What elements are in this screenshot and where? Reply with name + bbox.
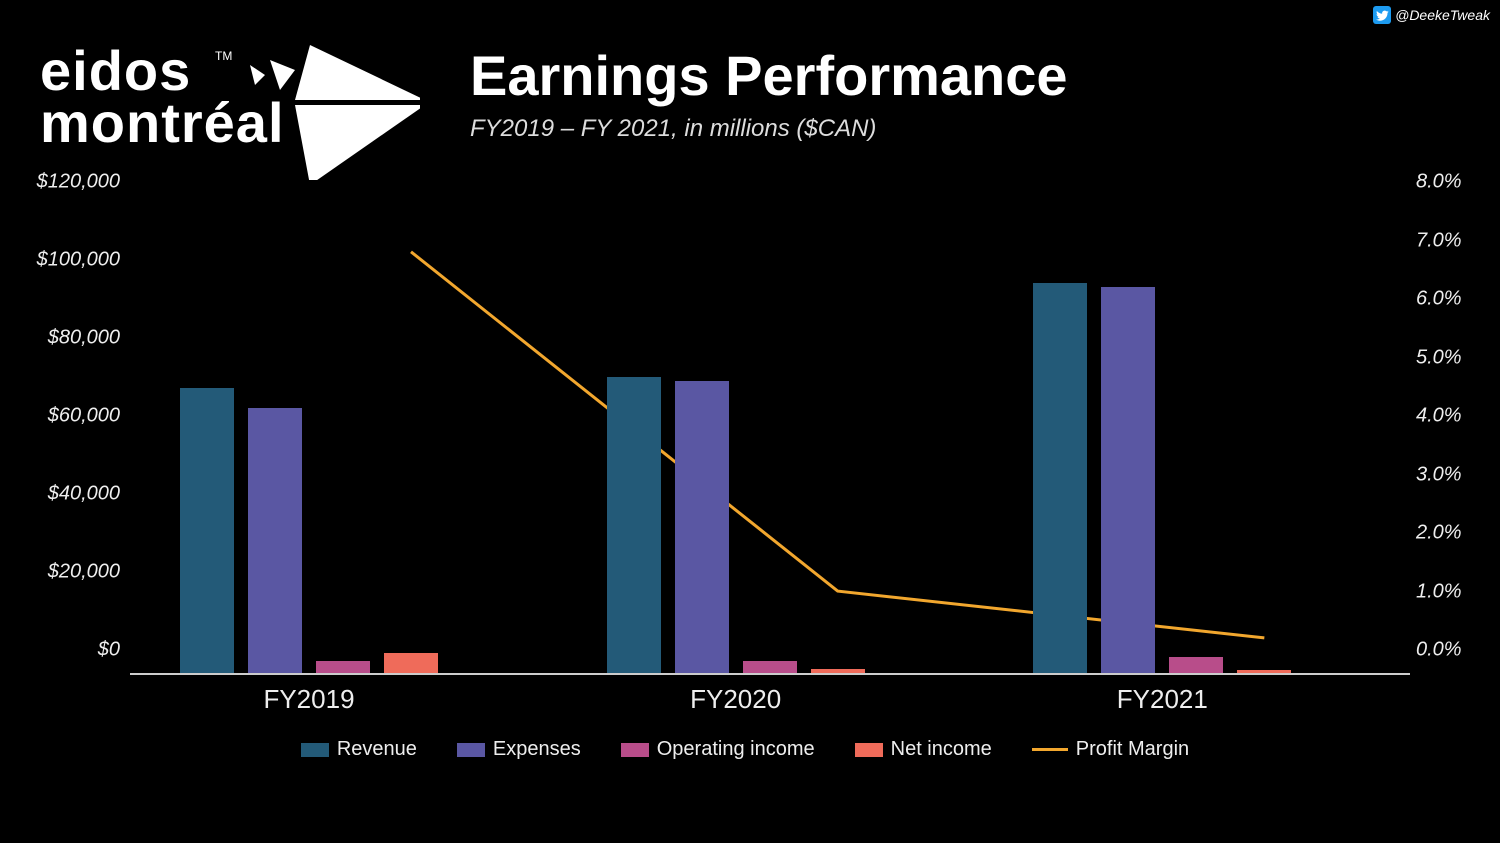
y-tick-right: 4.0% (1416, 405, 1474, 428)
y-tick-right: 7.0% (1416, 229, 1474, 252)
page-subtitle: FY2019 – FY 2021, in millions ($CAN) (470, 115, 1068, 143)
x-category-label: FY2020 (690, 684, 781, 715)
twitter-handle-text: @DeekeTweak (1395, 7, 1490, 23)
plot-area: $0$20,000$40,000$60,000$80,000$100,000$1… (130, 205, 1410, 675)
chart-legend: Revenue Expenses Operating income Net incom… (10, 738, 1480, 761)
bar-revenue (1033, 283, 1087, 673)
twitter-icon (1373, 6, 1391, 24)
bar-net_income (384, 653, 438, 673)
legend-swatch (855, 743, 883, 757)
legend-swatch-line (1032, 748, 1068, 751)
y-tick-right: 3.0% (1416, 463, 1474, 486)
eidos-montreal-logo: eidos montréal TM (40, 30, 420, 180)
bar-revenue (607, 377, 661, 673)
y-tick-left: $40,000 (20, 483, 120, 506)
legend-swatch (301, 743, 329, 757)
bar-expenses (1101, 287, 1155, 673)
legend-swatch (621, 743, 649, 757)
y-tick-right: 2.0% (1416, 522, 1474, 545)
x-category-label: FY2021 (1117, 684, 1208, 715)
y-tick-left: $100,000 (20, 249, 120, 272)
bar-expenses (675, 381, 729, 674)
page-title: Earnings Performance (470, 45, 1068, 107)
legend-label: Profit Margin (1076, 738, 1189, 761)
bar-revenue (180, 388, 234, 673)
legend-item-expenses: Expenses (457, 738, 581, 761)
y-tick-right: 6.0% (1416, 288, 1474, 311)
earnings-chart: $0$20,000$40,000$60,000$80,000$100,000$1… (10, 195, 1480, 765)
y-tick-left: $0 (20, 639, 120, 662)
bar-net_income (1237, 670, 1291, 673)
y-tick-right: 0.0% (1416, 639, 1474, 662)
bar-operating_income (743, 661, 797, 673)
profit-margin-line (130, 205, 1410, 673)
logo-line2: montréal (40, 91, 285, 154)
legend-label: Operating income (657, 738, 815, 761)
y-tick-left: $60,000 (20, 405, 120, 428)
title-block: Earnings Performance FY2019 – FY 2021, i… (470, 45, 1068, 143)
logo-tm: TM (215, 49, 232, 63)
y-tick-left: $20,000 (20, 561, 120, 584)
legend-item-operating_income: Operating income (621, 738, 815, 761)
legend-swatch (457, 743, 485, 757)
legend-label: Revenue (337, 738, 417, 761)
legend-label: Expenses (493, 738, 581, 761)
bar-net_income (811, 669, 865, 673)
legend-item-net_income: Net income (855, 738, 992, 761)
y-tick-left: $120,000 (20, 171, 120, 194)
header: eidos montréal TM Earnings Performance F… (40, 30, 1460, 180)
x-category-label: FY2019 (263, 684, 354, 715)
y-tick-right: 1.0% (1416, 580, 1474, 603)
twitter-handle: @DeekeTweak (1373, 6, 1490, 24)
y-tick-left: $80,000 (20, 327, 120, 350)
legend-item-revenue: Revenue (301, 738, 417, 761)
legend-item-profit_margin: Profit Margin (1032, 738, 1189, 761)
y-tick-right: 5.0% (1416, 346, 1474, 369)
legend-label: Net income (891, 738, 992, 761)
y-tick-right: 8.0% (1416, 171, 1474, 194)
bar-expenses (248, 408, 302, 673)
bar-operating_income (316, 661, 370, 673)
bar-operating_income (1169, 657, 1223, 673)
